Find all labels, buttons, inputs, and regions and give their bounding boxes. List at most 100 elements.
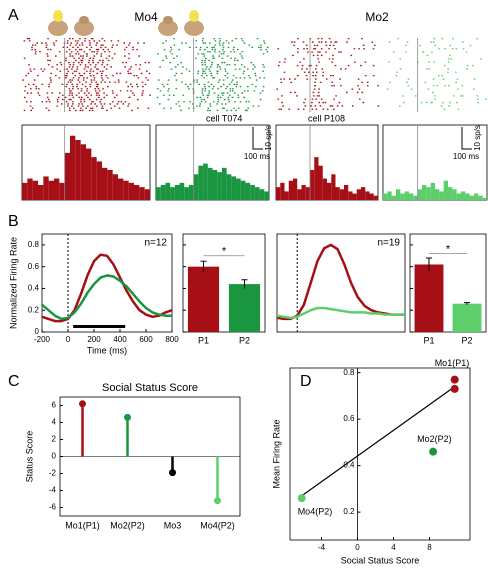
psth-bar [75, 140, 81, 200]
scale-x-label: 100 ms [244, 152, 270, 161]
stem-head [79, 400, 86, 408]
x-tick-label: 4 [391, 543, 396, 552]
x-tick-label: Mo1(P1) [65, 520, 100, 530]
psth-bar [236, 178, 241, 200]
psth-bar [203, 163, 208, 200]
psth-bar [54, 178, 60, 200]
psth-bar [331, 174, 336, 200]
psth-bar [426, 187, 431, 200]
psth-bar [478, 195, 483, 200]
bar [187, 266, 220, 332]
psth-bar [27, 178, 33, 200]
psth-bar [391, 195, 396, 200]
y-axis-label: Normalized Firing Rate [8, 237, 18, 329]
y-tick-label: 2 [52, 435, 57, 444]
psth-bar [102, 167, 108, 200]
psth-bar [123, 180, 129, 200]
psth-bar [465, 193, 470, 200]
psth-bar [156, 187, 161, 200]
psth-bar [356, 189, 361, 200]
psth-bar [284, 191, 289, 200]
x-tick-label: 800 [165, 335, 179, 344]
psth-bar [352, 193, 357, 200]
y-tick-label: 0.4 [28, 284, 40, 293]
cell-label: cell T074 [206, 113, 242, 123]
psth-bar [96, 161, 102, 200]
x-tick-label: 0 [66, 335, 71, 344]
psth-bar [280, 182, 285, 200]
psth-bar [348, 191, 353, 200]
psth-bar [443, 180, 448, 200]
fit-line [301, 386, 456, 497]
point-label: Mo2(P2) [417, 434, 452, 444]
psth-bar [327, 182, 332, 200]
stem-head [124, 413, 131, 421]
psth-bar [160, 185, 166, 200]
psth-bar [369, 193, 374, 200]
x-tick-label: P2 [461, 335, 472, 345]
plot-frame [182, 233, 266, 333]
psth-bar [198, 165, 204, 200]
psth-bar [301, 185, 306, 200]
series-line [276, 306, 405, 320]
psth-bar [254, 187, 260, 200]
x-tick-label: P1 [198, 335, 209, 345]
scale-y-label: 10 sp/s [264, 125, 273, 151]
plot-frame [289, 367, 471, 541]
psth-bar [435, 189, 440, 200]
raster [22, 38, 151, 112]
x-tick-label: P1 [423, 335, 434, 345]
scatter-point [429, 447, 438, 456]
y-tick-label: 0 [35, 327, 40, 336]
psth-bar [59, 182, 65, 200]
scatter-point [297, 494, 306, 503]
chick-icons [48, 10, 204, 36]
psth-bar [404, 191, 409, 200]
x-tick-label: 600 [139, 335, 153, 344]
psth-bar [430, 182, 435, 200]
psth-bar [193, 174, 199, 200]
x-tick-label: -200 [34, 335, 51, 344]
psth-bar [231, 176, 237, 200]
y-tick-label: 4 [52, 418, 57, 427]
psth-bar [314, 157, 319, 200]
psth-bar [439, 191, 444, 200]
y-tick-label: 0.8 [28, 240, 40, 249]
psth-bar [32, 180, 38, 200]
x-axis-label: Time (ms) [87, 345, 127, 355]
x-tick-label: 400 [113, 335, 127, 344]
psth-bar [387, 191, 392, 200]
psth-bar [179, 182, 185, 200]
psth-bar [409, 193, 414, 200]
psth-bar [293, 178, 298, 200]
psth-bar [144, 189, 150, 200]
psth-bar [365, 191, 370, 200]
x-tick-label: 8 [427, 543, 432, 552]
psth-bar [413, 195, 418, 200]
psth-bar [422, 185, 427, 200]
plot-frame [409, 233, 487, 333]
scale-y-label: 10 sp/s [473, 125, 482, 151]
significance-mark: * [222, 246, 227, 258]
x-tick-label: Mo2(P2) [110, 520, 145, 530]
psth-bar [344, 185, 349, 200]
y-axis-label: Status Score [24, 431, 34, 483]
y-tick-label: -6 [49, 503, 57, 512]
y-tick-label: -2 [49, 469, 57, 478]
psth-bar [417, 189, 422, 200]
psth-bar [469, 195, 474, 200]
monkey-title: Mo4 [134, 10, 158, 24]
psth-bar [461, 191, 466, 200]
psth-bar [456, 193, 461, 200]
psth-bar [452, 189, 457, 200]
psth-bar [217, 172, 222, 200]
cell-label: cell P108 [308, 113, 345, 123]
x-tick-label: Mo4(P2) [200, 520, 235, 530]
y-tick-label: 0.8 [343, 368, 355, 377]
y-tick-label: 0 [52, 452, 57, 461]
psth-bar [310, 170, 315, 200]
psth-bar [259, 189, 265, 200]
chart-title: n=19 [377, 238, 400, 249]
psth-bar [305, 187, 310, 200]
